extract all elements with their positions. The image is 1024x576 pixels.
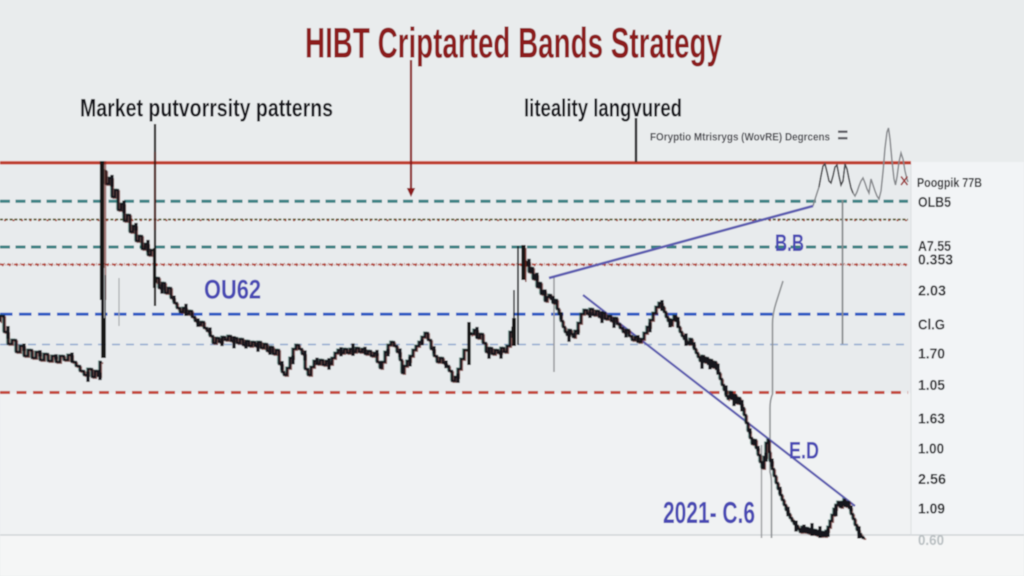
svg-text:Cl.G: Cl.G xyxy=(918,317,945,334)
svg-text:2021- C.6: 2021- C.6 xyxy=(663,495,755,530)
svg-text:liteality langvured: liteality langvured xyxy=(524,95,682,123)
svg-text:Market putvorrsity patterns: Market putvorrsity patterns xyxy=(80,95,333,123)
svg-text:OU62: OU62 xyxy=(204,275,261,305)
svg-text:A7.55: A7.55 xyxy=(918,238,951,255)
svg-text:HIBT Criptarted Bands Strategy: HIBT Criptarted Bands Strategy xyxy=(305,21,722,68)
svg-text:2.03: 2.03 xyxy=(918,283,946,300)
svg-text:FOryptio Mtrisrygs (WovRE) Deg: FOryptio Mtrisrygs (WovRE) Degrcens xyxy=(650,132,830,144)
svg-text:0.353: 0.353 xyxy=(918,252,953,269)
svg-text:1.70: 1.70 xyxy=(918,346,945,363)
svg-text:2.56: 2.56 xyxy=(918,471,946,488)
svg-text:1.09: 1.09 xyxy=(918,501,945,518)
svg-text:1.63: 1.63 xyxy=(918,411,945,428)
svg-text:OLB5: OLB5 xyxy=(918,194,951,211)
svg-text:0.60: 0.60 xyxy=(918,532,944,549)
svg-text:Poogpik 77B: Poogpik 77B xyxy=(917,175,982,190)
svg-text:B.B: B.B xyxy=(775,230,804,257)
svg-text:1.00: 1.00 xyxy=(918,441,944,458)
svg-text:1.05: 1.05 xyxy=(918,377,945,394)
svg-text:E.D: E.D xyxy=(789,438,819,465)
